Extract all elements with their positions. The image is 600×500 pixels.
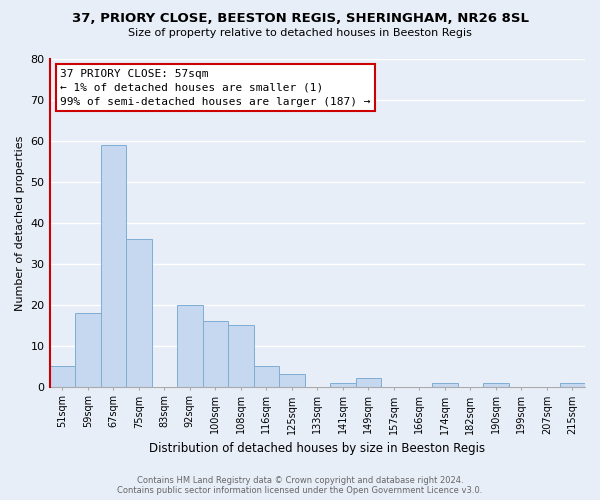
Bar bbox=[279, 374, 305, 386]
Bar bbox=[177, 304, 203, 386]
Bar bbox=[50, 366, 75, 386]
Bar bbox=[483, 382, 509, 386]
Bar bbox=[356, 378, 381, 386]
Bar bbox=[254, 366, 279, 386]
Bar bbox=[432, 382, 458, 386]
Bar bbox=[228, 325, 254, 386]
Y-axis label: Number of detached properties: Number of detached properties bbox=[15, 135, 25, 310]
X-axis label: Distribution of detached houses by size in Beeston Regis: Distribution of detached houses by size … bbox=[149, 442, 485, 455]
Bar bbox=[203, 321, 228, 386]
Text: Size of property relative to detached houses in Beeston Regis: Size of property relative to detached ho… bbox=[128, 28, 472, 38]
Bar bbox=[560, 382, 585, 386]
Bar bbox=[126, 239, 152, 386]
Text: 37 PRIORY CLOSE: 57sqm
← 1% of detached houses are smaller (1)
99% of semi-detac: 37 PRIORY CLOSE: 57sqm ← 1% of detached … bbox=[60, 69, 371, 107]
Bar bbox=[101, 145, 126, 386]
Text: Contains HM Land Registry data © Crown copyright and database right 2024.
Contai: Contains HM Land Registry data © Crown c… bbox=[118, 476, 482, 495]
Bar bbox=[330, 382, 356, 386]
Bar bbox=[75, 313, 101, 386]
Text: 37, PRIORY CLOSE, BEESTON REGIS, SHERINGHAM, NR26 8SL: 37, PRIORY CLOSE, BEESTON REGIS, SHERING… bbox=[71, 12, 529, 26]
